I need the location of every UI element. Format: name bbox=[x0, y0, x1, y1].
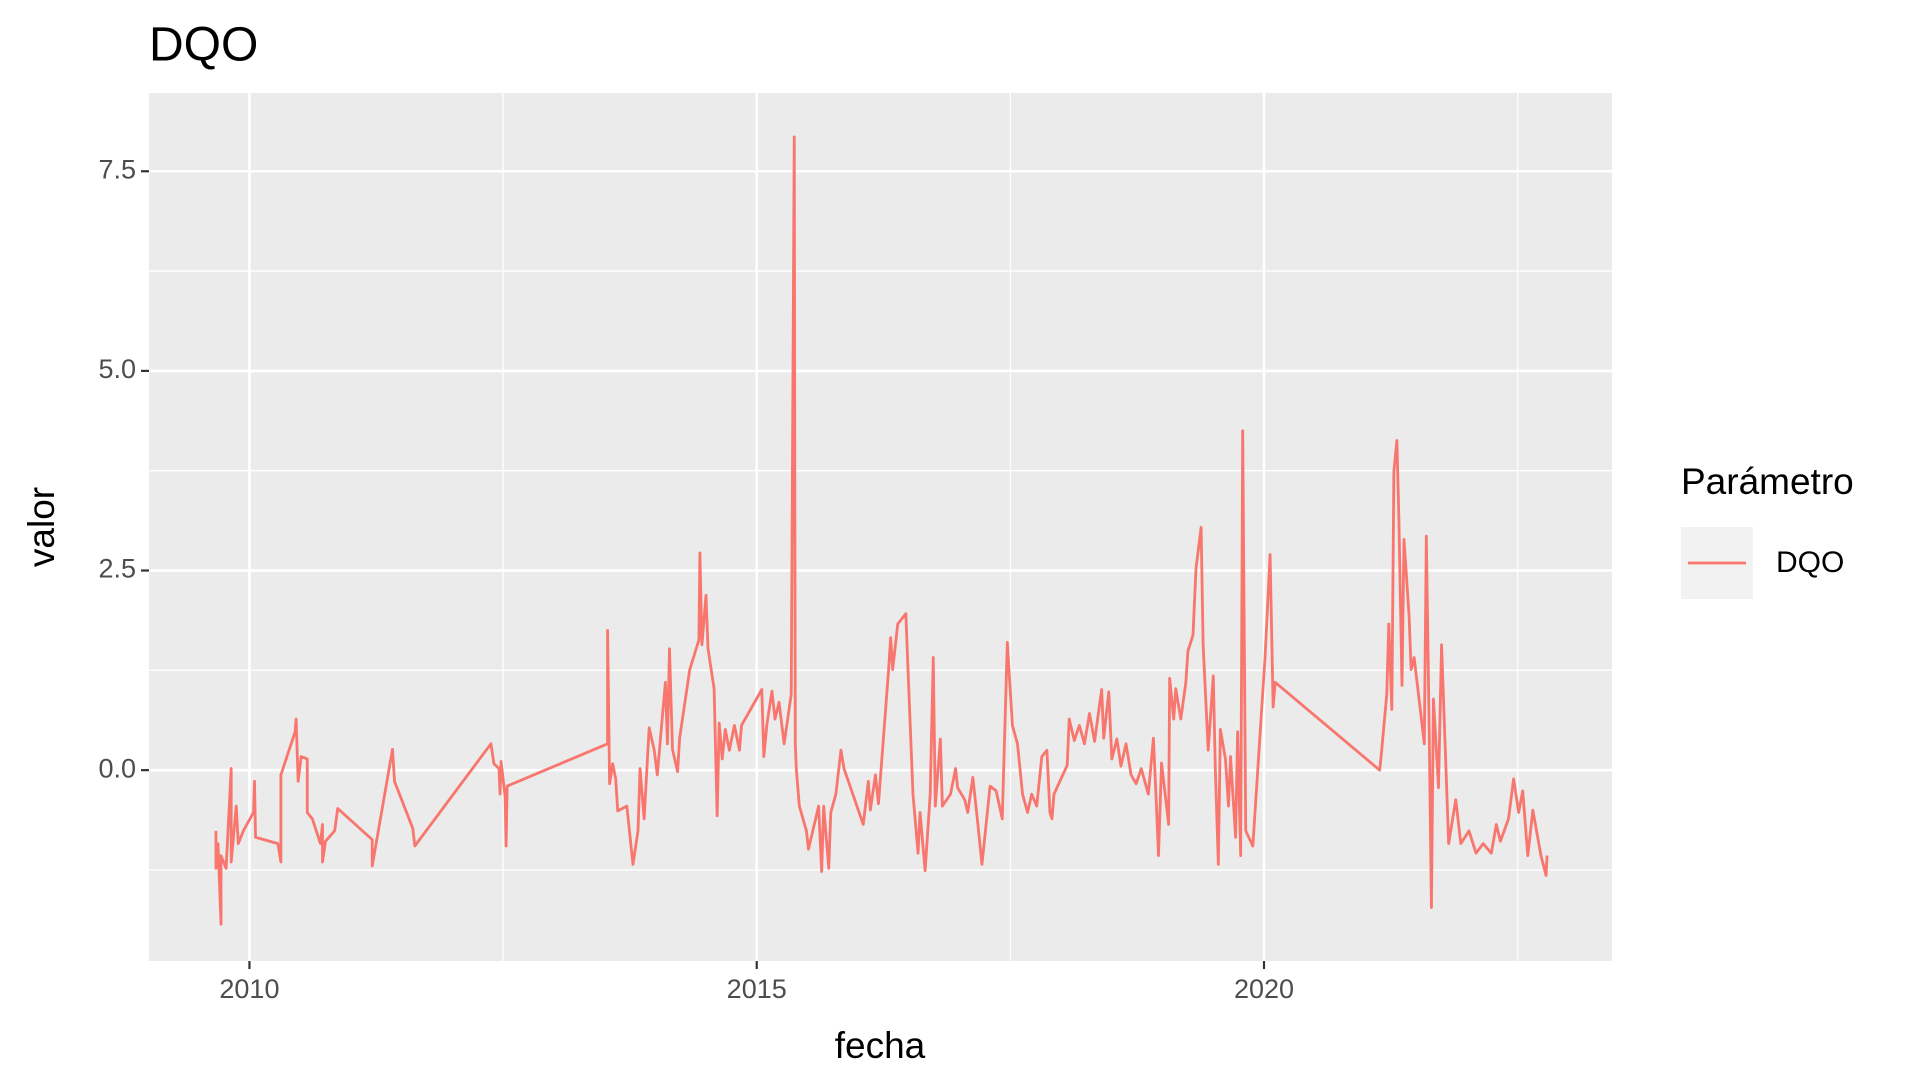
legend-label: DQO bbox=[1776, 546, 1844, 579]
x-tick-label: 2015 bbox=[727, 974, 787, 1004]
series-line bbox=[214, 135, 1549, 926]
x-tick-label: 2010 bbox=[219, 974, 279, 1004]
axes: 0.0 2.5 5.0 7.5 2010 2015 2020 bbox=[98, 154, 1294, 1004]
y-tick-label: 2.5 bbox=[98, 554, 136, 584]
y-axis-title: valor bbox=[21, 487, 62, 567]
x-tick-label: 2020 bbox=[1234, 974, 1294, 1004]
marks bbox=[214, 135, 1549, 926]
y-tick-label: 7.5 bbox=[98, 154, 136, 184]
x-axis-title: fecha bbox=[835, 1025, 926, 1066]
panel bbox=[149, 93, 1612, 961]
legend: Parámetro DQO bbox=[1681, 461, 1854, 599]
y-tick-label: 0.0 bbox=[98, 753, 136, 783]
legend-title: Parámetro bbox=[1681, 461, 1854, 502]
chart-title: DQO bbox=[149, 19, 258, 72]
y-tick-label: 5.0 bbox=[98, 354, 136, 384]
